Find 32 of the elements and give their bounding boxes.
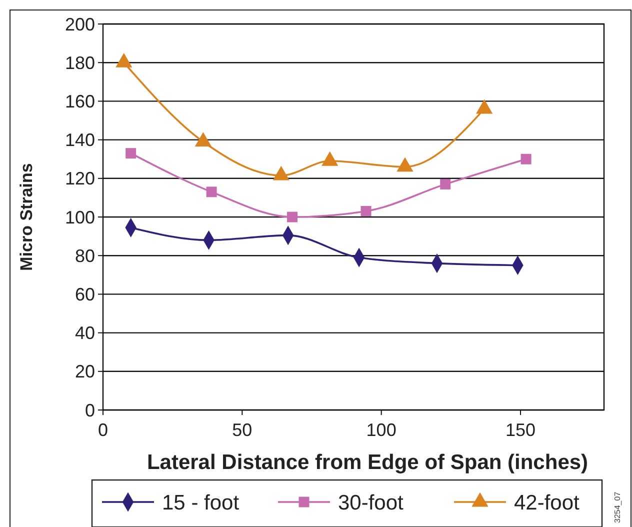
point	[396, 157, 414, 172]
point	[322, 151, 338, 166]
y-tick-label: 80	[74, 246, 95, 266]
point	[116, 52, 132, 68]
y-axis-title: Micro Strains	[17, 163, 36, 271]
x-tick-label: 50	[232, 420, 252, 440]
y-tick-label: 140	[64, 130, 95, 150]
x-tick-label: 100	[366, 420, 396, 440]
y-tick-label: 160	[64, 92, 95, 112]
point	[440, 178, 451, 190]
y-tick-label: 180	[64, 52, 95, 73]
legend-label: 30-foot	[338, 491, 404, 514]
point	[476, 99, 493, 114]
legend-label: 42-foot	[514, 491, 580, 514]
y-tick-label: 20	[74, 362, 95, 382]
x-axis-title: Lateral Distance from Edge of Span (inches)	[146, 451, 588, 474]
x-tick-label: 150	[505, 420, 536, 440]
y-tick-label: 200	[64, 14, 95, 34]
point	[360, 206, 372, 216]
y-tick-label: 60	[74, 284, 95, 304]
x-tick-label: 0	[98, 420, 108, 440]
legend-label: 15 - foot	[162, 491, 240, 514]
text: 3254_07	[613, 491, 622, 523]
y-tick-label: 100	[64, 207, 95, 228]
point	[272, 166, 290, 180]
point	[194, 132, 212, 147]
y-tick-label: 120	[64, 168, 95, 189]
y-tick-label: 40	[74, 323, 95, 344]
point	[206, 186, 217, 198]
point	[287, 212, 298, 222]
y-tick-label: 0	[84, 400, 95, 420]
point	[520, 154, 532, 164]
